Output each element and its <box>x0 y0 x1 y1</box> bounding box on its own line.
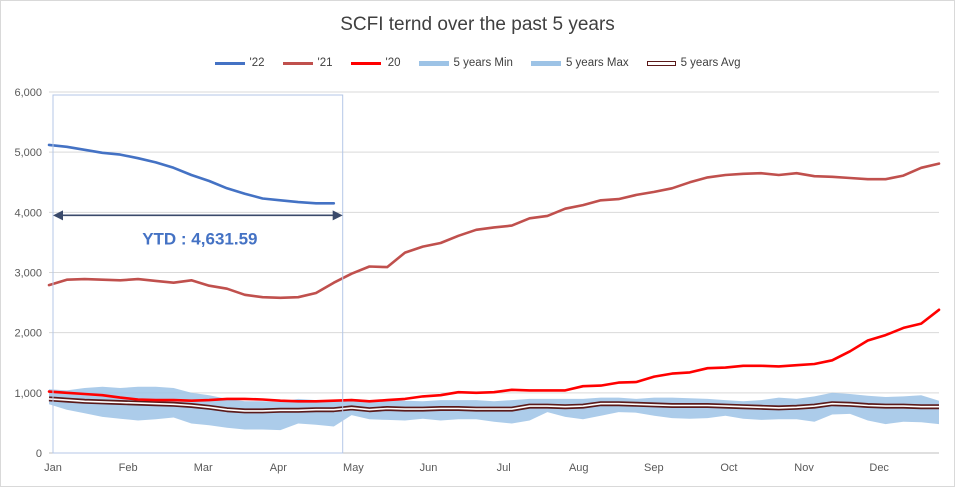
x-tick-label: May <box>343 462 364 474</box>
x-tick-label: Sep <box>644 462 664 474</box>
legend-swatch-max <box>530 60 561 66</box>
series-line-avg-inner <box>48 398 939 412</box>
legend-label-21: '21 <box>317 57 333 69</box>
y-tick-label: 6,000 <box>14 87 42 99</box>
ytd-arrow-head-right <box>332 210 343 221</box>
legend-item-21: '21 <box>282 57 333 69</box>
legend-swatch-20 <box>350 61 381 65</box>
legend-item-22: '22 <box>214 57 265 69</box>
x-tick-label: Jun <box>420 462 438 474</box>
legend-swatch-21 <box>282 61 313 65</box>
legend-label-min: 5 years Min <box>453 57 513 69</box>
legend-label-avg: 5 years Avg <box>680 57 741 69</box>
x-tick-label: Jul <box>497 462 511 474</box>
x-tick-label: Oct <box>720 462 737 474</box>
x-tick-label: Mar <box>194 462 213 474</box>
legend-label-22: '22 <box>249 57 265 69</box>
legend-swatch-min <box>418 60 449 66</box>
legend: '22 '21 '20 5 years Min 5 years Max 5 ye… <box>0 57 955 69</box>
y-tick-label: 1,000 <box>14 388 42 400</box>
series-line-21 <box>47 162 941 300</box>
legend-swatch-22 <box>214 61 245 65</box>
series-line-20 <box>47 308 941 403</box>
x-tick-label: Jan <box>44 462 62 474</box>
y-tick-label: 5,000 <box>14 147 42 159</box>
legend-label-20: '20 <box>385 57 401 69</box>
legend-label-max: 5 years Max <box>565 57 629 69</box>
legend-item-20: '20 <box>350 57 401 69</box>
legend-item-max: 5 years Max <box>530 57 629 69</box>
x-tick-label: Dec <box>869 462 889 474</box>
ytd-label: YTD : 4,631.59 <box>142 229 257 248</box>
ytd-box <box>52 94 344 454</box>
legend-item-min: 5 years Min <box>418 57 513 69</box>
chart-title: SCFI ternd over the past 5 years <box>340 14 615 35</box>
x-tick-label: Feb <box>119 462 138 474</box>
legend-swatch-avg <box>646 60 676 66</box>
x-tick-label: Aug <box>569 462 589 474</box>
y-tick-label: 0 <box>36 448 42 460</box>
x-tick-label: Nov <box>794 462 814 474</box>
ytd-arrow-head-left <box>53 210 63 221</box>
series-line-22 <box>47 143 336 205</box>
legend-item-avg: 5 years Avg <box>646 57 741 69</box>
y-tick-label: 2,000 <box>14 328 42 340</box>
y-tick-label: 3,000 <box>14 268 42 280</box>
x-tick-label: Apr <box>270 462 287 474</box>
y-tick-label: 4,000 <box>14 207 42 219</box>
